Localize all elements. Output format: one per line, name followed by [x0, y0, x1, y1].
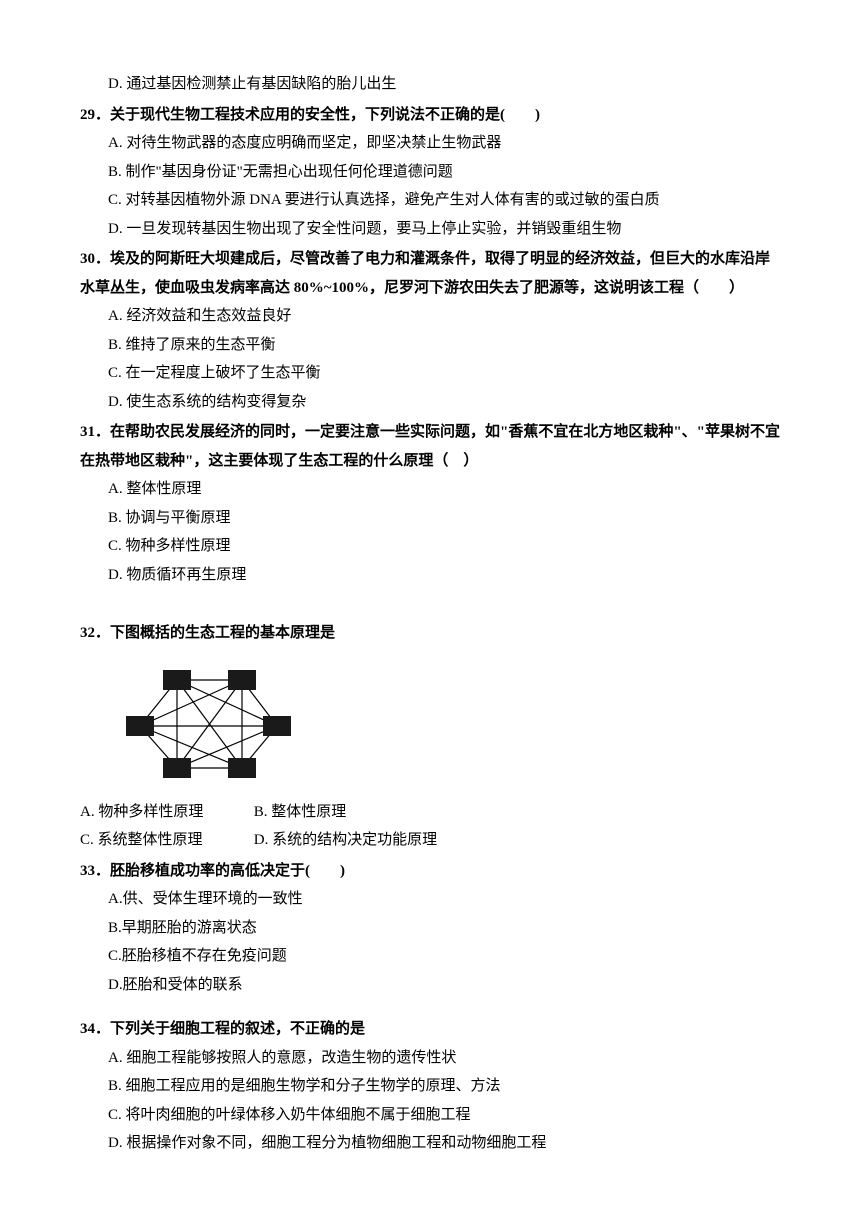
q29-option-b[interactable]: B. 制作"基因身份证"无需担心出现任何伦理道德问题: [80, 158, 780, 187]
q33-option-a[interactable]: A.供、受体生理环境的一致性: [80, 885, 780, 914]
q32-option-d[interactable]: D. 系统的结构决定功能原理: [254, 826, 437, 855]
q32-option-a[interactable]: A. 物种多样性原理: [80, 798, 250, 827]
q30-option-a[interactable]: A. 经济效益和生态效益良好: [80, 302, 780, 331]
q30-option-d[interactable]: D. 使生态系统的结构变得复杂: [80, 388, 780, 417]
q32-options-row2: C. 系统整体性原理 D. 系统的结构决定功能原理: [80, 826, 780, 855]
q34-option-a[interactable]: A. 细胞工程能够按照人的意愿，改造生物的遗传性状: [80, 1044, 780, 1073]
q31-option-a[interactable]: A. 整体性原理: [80, 475, 780, 504]
q33-stem: 33．胚胎移植成功率的高低决定于( ): [80, 857, 780, 886]
q31-option-b[interactable]: B. 协调与平衡原理: [80, 504, 780, 533]
q32-option-b[interactable]: B. 整体性原理: [254, 798, 347, 827]
q33-option-c[interactable]: C.胚胎移植不存在免疫问题: [80, 942, 780, 971]
q31-option-c[interactable]: C. 物种多样性原理: [80, 532, 780, 561]
spacer: [80, 589, 780, 617]
q30-option-b[interactable]: B. 维持了原来的生态平衡: [80, 331, 780, 360]
q32-option-c[interactable]: C. 系统整体性原理: [80, 826, 250, 855]
q33-option-b[interactable]: B.早期胚胎的游离状态: [80, 914, 780, 943]
q34-stem: 34．下列关于细胞工程的叙述，不正确的是: [80, 1015, 780, 1044]
q34-option-c[interactable]: C. 将叶肉细胞的叶绿体移入奶牛体细胞不属于细胞工程: [80, 1101, 780, 1130]
network-diagram: [108, 658, 308, 788]
q32-stem: 32．下图概括的生态工程的基本原理是: [80, 619, 780, 648]
q33-option-d[interactable]: D.胚胎和受体的联系: [80, 971, 780, 1000]
q31-option-d[interactable]: D. 物质循环再生原理: [80, 561, 780, 590]
q29-stem: 29．关于现代生物工程技术应用的安全性，下列说法不正确的是( ): [80, 101, 780, 130]
q29-option-d[interactable]: D. 一旦发现转基因生物出现了安全性问题，要马上停止实验，并销毁重组生物: [80, 215, 780, 244]
q30-stem: 30．埃及的阿斯旺大坝建成后，尽管改善了电力和灌溉条件，取得了明显的经济效益，但…: [80, 245, 780, 302]
q29-option-c[interactable]: C. 对转基因植物外源 DNA 要进行认真选择，避免产生对人体有害的或过敏的蛋白…: [80, 186, 780, 215]
q29-option-a[interactable]: A. 对待生物武器的态度应明确而坚定，即坚决禁止生物武器: [80, 129, 780, 158]
spacer-2: [80, 999, 780, 1013]
q28-option-d[interactable]: D. 通过基因检测禁止有基因缺陷的胎儿出生: [80, 70, 780, 99]
q34-option-d[interactable]: D. 根据操作对象不同，细胞工程分为植物细胞工程和动物细胞工程: [80, 1129, 780, 1158]
q34-option-b[interactable]: B. 细胞工程应用的是细胞生物学和分子生物学的原理、方法: [80, 1072, 780, 1101]
q30-option-c[interactable]: C. 在一定程度上破坏了生态平衡: [80, 359, 780, 388]
q32-options-row1: A. 物种多样性原理 B. 整体性原理: [80, 798, 780, 827]
q32-diagram: [108, 658, 780, 788]
q31-stem: 31．在帮助农民发展经济的同时，一定要注意一些实际问题，如"香蕉不宜在北方地区栽…: [80, 418, 780, 475]
